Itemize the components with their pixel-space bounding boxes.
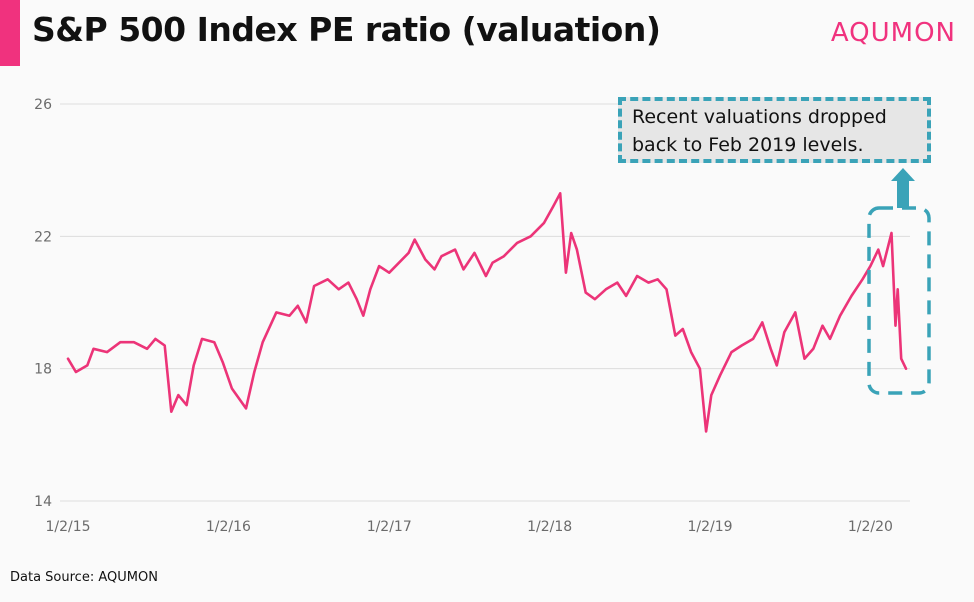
series-layer (66, 192, 908, 433)
x-tick-label: 1/2/18 (527, 519, 572, 535)
data-source-note: Data Source: AQUMON (10, 570, 158, 585)
chart-title: S&P 500 Index PE ratio (valuation) (32, 10, 661, 49)
y-tick-label: 14 (34, 494, 52, 510)
y-tick-label: 22 (34, 229, 52, 245)
y-tick-label: 26 (34, 97, 52, 113)
annotation-arrow-shaft (897, 178, 909, 208)
annotation-marks (867, 168, 931, 395)
x-tick-label: 1/2/20 (848, 519, 893, 535)
annotation-line-2: back to Feb 2019 levels. (632, 134, 864, 156)
grid-lines (60, 103, 910, 502)
y-axis-labels: 14 18 22 26 (34, 97, 52, 510)
x-axis-labels: 1/2/15 1/2/16 1/2/17 1/2/18 1/2/19 1/2/20 (45, 519, 892, 535)
x-tick-label: 1/2/16 (206, 519, 251, 535)
series-line-0 (66, 192, 908, 433)
annotation-arrow-head (891, 168, 915, 181)
annotation-line-1: Recent valuations dropped (632, 106, 887, 128)
title-accent-bar (0, 0, 20, 66)
recent-drop-highlight-box (867, 206, 931, 395)
x-tick-label: 1/2/15 (45, 519, 90, 535)
brand-logo: AQUMON (830, 18, 956, 48)
y-tick-label: 18 (34, 362, 52, 378)
x-tick-label: 1/2/19 (687, 519, 732, 535)
annotation-callout: Recent valuations dropped back to Feb 20… (618, 97, 931, 163)
x-tick-label: 1/2/17 (367, 519, 412, 535)
